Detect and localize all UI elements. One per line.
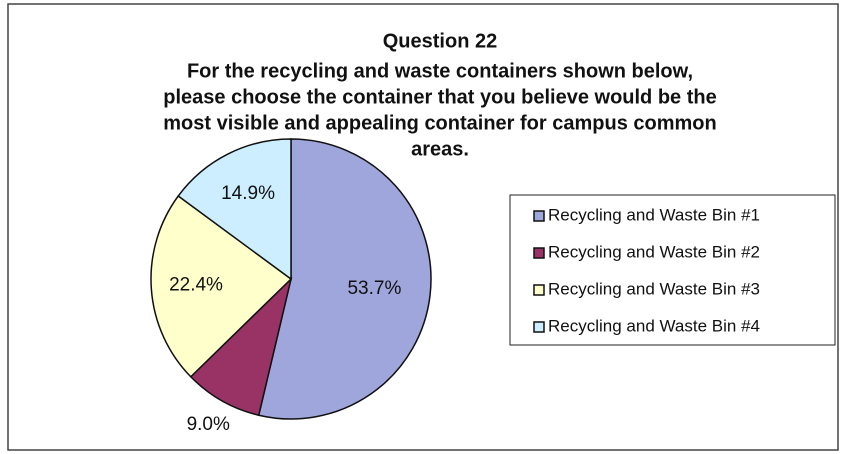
chart-subtitle: For the recycling and waste containers s… xyxy=(187,60,693,82)
legend-swatch xyxy=(533,321,545,333)
pie-slice xyxy=(189,276,293,417)
data-label: 14.9% xyxy=(221,183,275,204)
legend-label: Recycling and Waste Bin #3 xyxy=(548,279,760,298)
data-label: 53.7% xyxy=(347,278,401,299)
pie-slice xyxy=(257,138,432,420)
data-label: 9.0% xyxy=(187,414,230,435)
legend-label: Recycling and Waste Bin #2 xyxy=(548,242,760,261)
legend-swatch xyxy=(533,210,545,222)
legend-label: Recycling and Waste Bin #1 xyxy=(548,205,760,224)
chart-subtitle: areas. xyxy=(411,138,469,160)
data-label: 22.4% xyxy=(169,275,223,296)
chart-title: Question 22 xyxy=(383,30,497,52)
pie-slice xyxy=(150,194,293,378)
legend-box xyxy=(509,194,836,346)
chart-subtitle: most visible and appealing container for… xyxy=(163,112,716,134)
legend-swatch xyxy=(533,284,545,296)
pie-slice xyxy=(177,138,292,281)
legend-label: Recycling and Waste Bin #4 xyxy=(548,316,760,335)
chart-subtitle: please choose the container that you bel… xyxy=(163,86,716,108)
legend-swatch xyxy=(533,247,545,259)
